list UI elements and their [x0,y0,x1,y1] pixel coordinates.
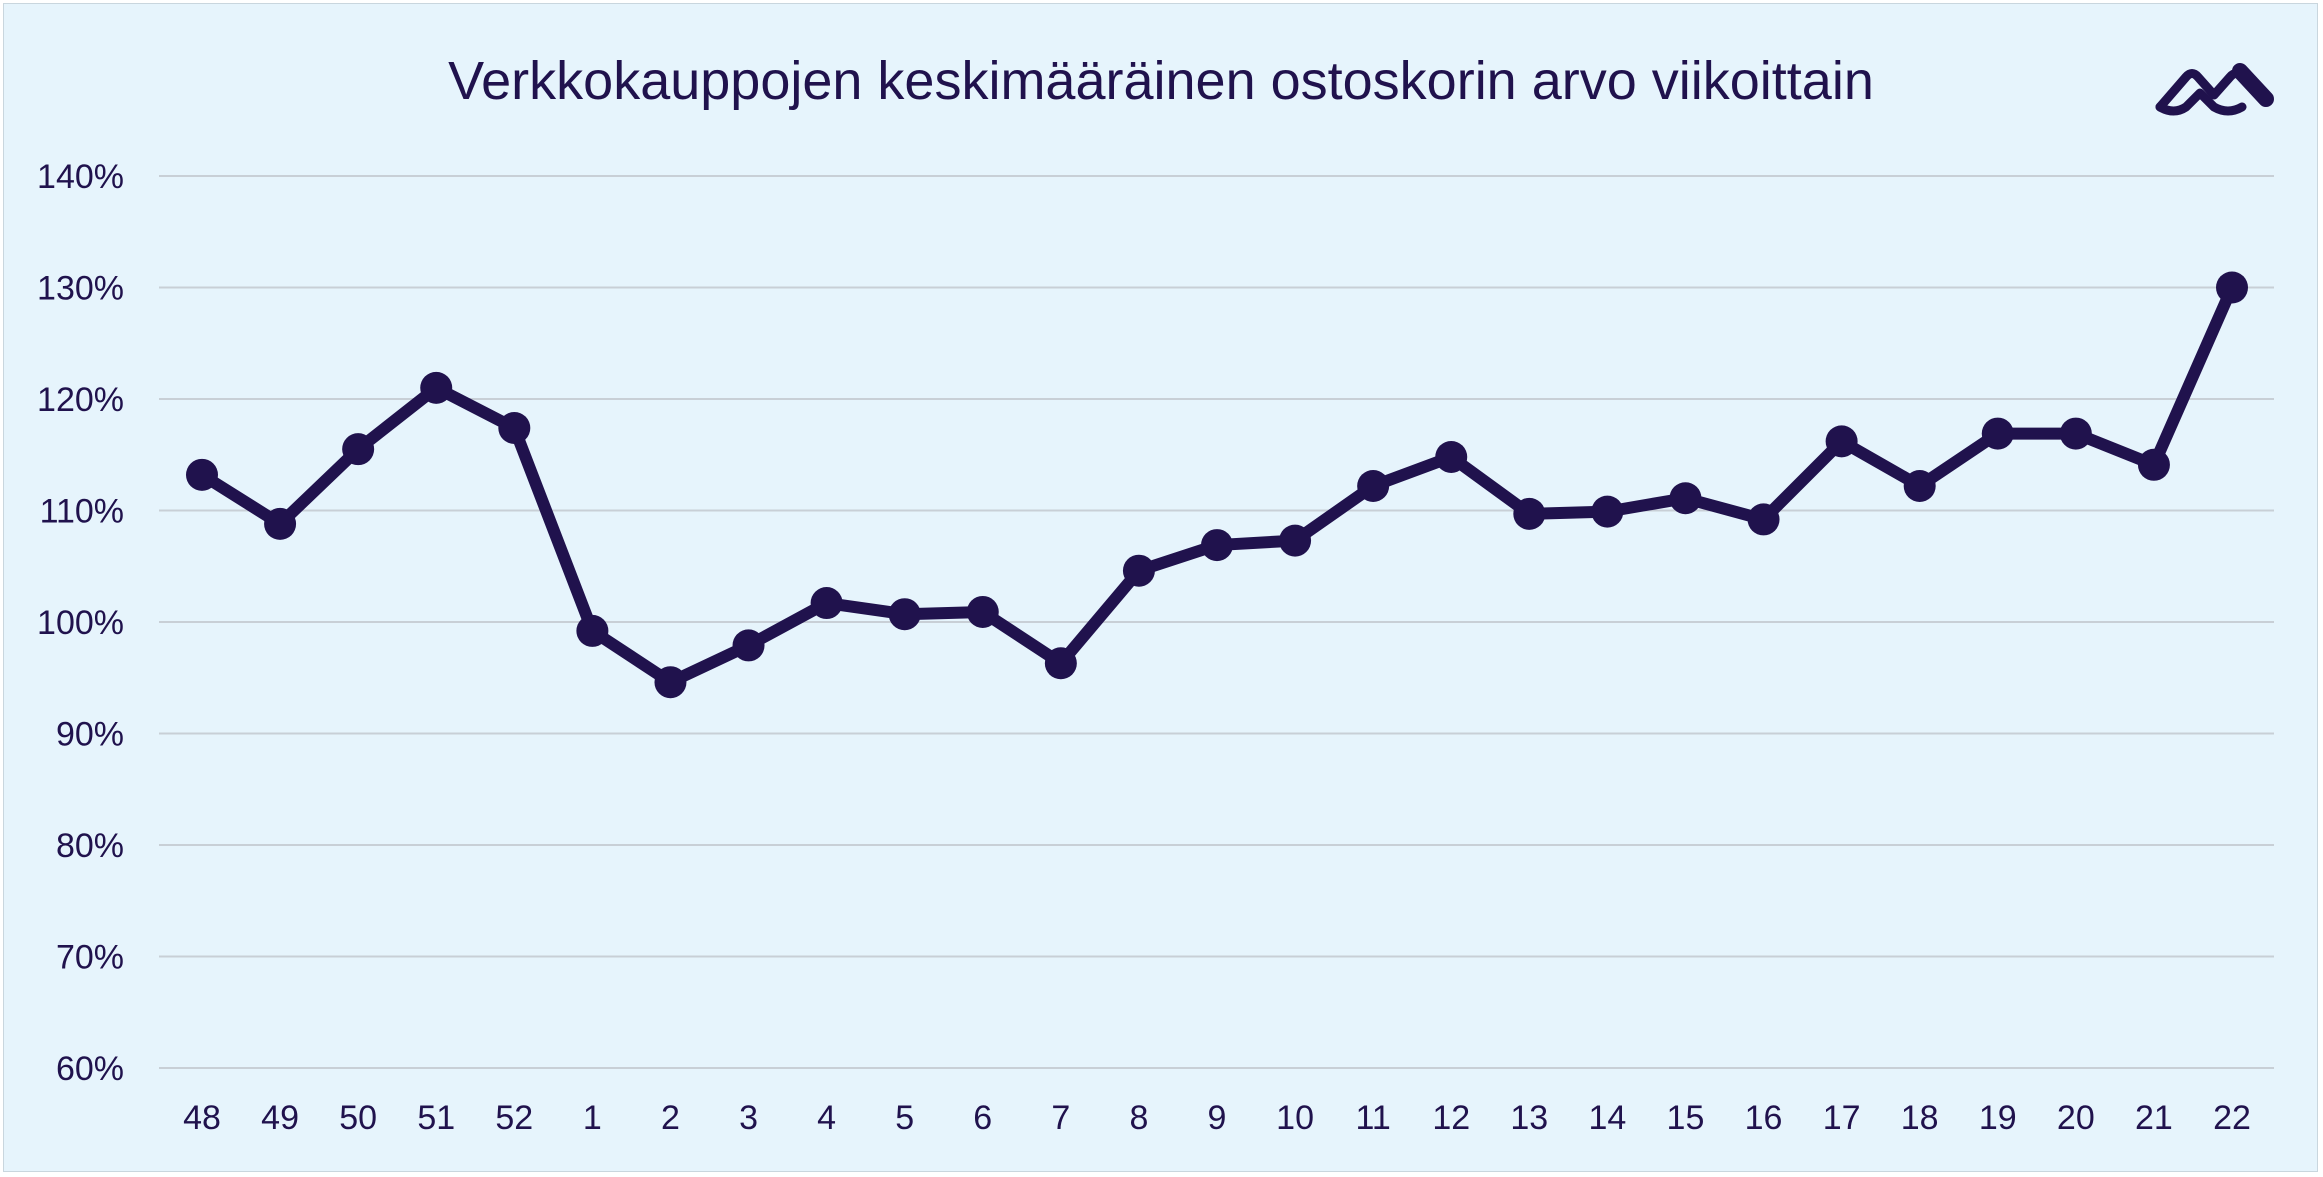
chart-frame: Verkkokauppojen keskimääräinen ostoskori… [3,3,2318,1172]
series [186,271,2248,699]
x-tick-label: 16 [1745,1099,1783,1137]
y-tick-label: 140% [37,158,124,196]
data-point [264,507,297,540]
x-tick-label: 3 [739,1099,758,1137]
x-tick-label: 2 [661,1099,680,1137]
y-tick-label: 80% [56,827,124,865]
x-tick-label: 11 [1356,1099,1391,1137]
brand-logo-icon [2155,63,2274,116]
data-point [810,587,843,620]
x-tick-label: 10 [1276,1099,1314,1137]
data-point [2137,448,2170,481]
x-tick-label: 6 [973,1099,992,1137]
data-point [1747,503,1780,536]
x-tick-label: 22 [2213,1099,2251,1137]
x-tick-label: 14 [1588,1099,1626,1137]
data-point [576,614,609,647]
y-tick-label: 90% [56,716,124,754]
data-point [2216,271,2248,304]
x-tick-label: 51 [417,1099,455,1137]
data-point [1591,495,1624,528]
x-tick-label: 7 [1051,1099,1070,1137]
x-tick-label: 15 [1667,1099,1705,1137]
y-tick-label: 100% [37,604,124,642]
y-tick-label: 70% [56,939,124,977]
data-point [420,371,453,404]
x-tick-label: 1 [583,1099,602,1137]
data-point [888,598,921,631]
x-tick-label: 18 [1901,1099,1939,1137]
x-tick-label: 5 [895,1099,914,1137]
data-point [1435,440,1468,473]
data-point [1201,529,1233,562]
x-tick-label: 8 [1129,1099,1148,1137]
x-tick-label: 50 [339,1099,377,1137]
data-point [732,629,765,662]
data-point [1903,469,1936,502]
data-point [186,458,218,491]
data-point [1279,524,1312,557]
y-tick-label: 60% [56,1050,124,1088]
x-tick-label: 19 [1979,1099,2017,1137]
x-tick-label: 4 [817,1099,836,1137]
data-point [1981,417,2014,450]
line-chart: Verkkokauppojen keskimääräinen ostoskori… [37,51,2274,1137]
data-point [1122,554,1155,587]
y-tick-label: 130% [37,270,124,308]
y-tick-label: 110% [40,493,124,531]
x-tick-label: 21 [2135,1099,2173,1137]
data-point [654,666,687,699]
data-point [2059,417,2092,450]
chart-title: Verkkokauppojen keskimääräinen ostoskori… [448,51,1874,111]
data-point [1825,425,1858,458]
x-tick-label: 49 [261,1099,299,1137]
x-tick-label: 52 [495,1099,533,1137]
y-axis-ticks: 140% 130% 120% 110% 100% 90% 80% 70% 60% [37,158,124,1088]
data-point [966,595,999,628]
gridlines [159,175,2274,1069]
data-point [498,411,531,444]
x-tick-label: 9 [1208,1099,1227,1137]
x-tick-label: 17 [1823,1099,1861,1137]
x-tick-label: 13 [1510,1099,1548,1137]
data-point [1357,469,1390,502]
x-tick-label: 20 [2057,1099,2095,1137]
x-axis-ticks: 48 49 50 51 52 1 2 3 4 5 6 7 8 9 10 11 12 13 14 15 16 17 18 19 2… [183,1099,2251,1137]
x-tick-label: 12 [1432,1099,1470,1137]
data-point [1044,647,1077,680]
y-tick-label: 120% [37,381,124,419]
data-point [1513,497,1546,530]
data-point [1669,482,1702,515]
x-tick-label: 48 [183,1099,221,1137]
data-point [342,433,375,466]
